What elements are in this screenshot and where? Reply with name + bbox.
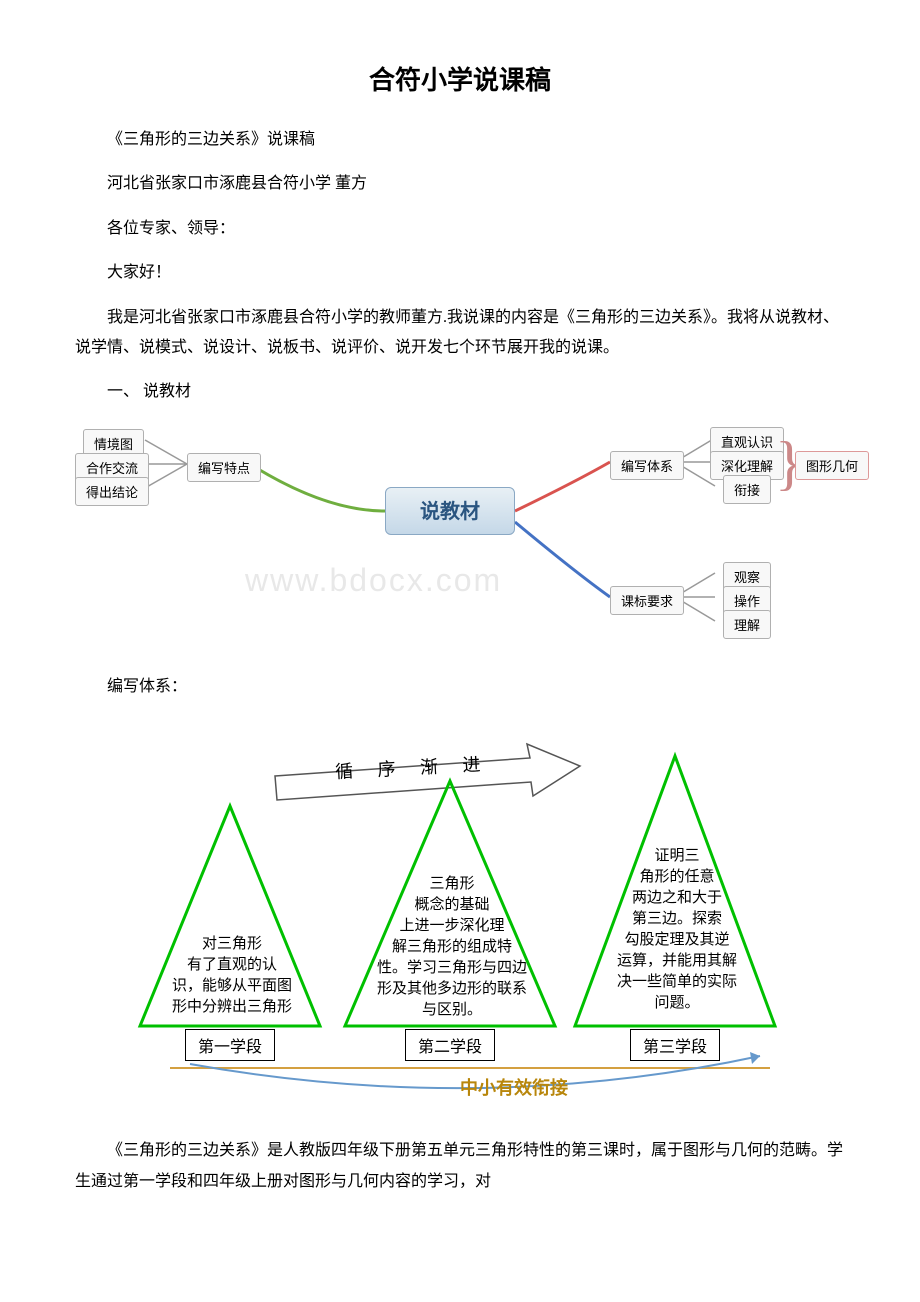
paragraph-system-label: 编写体系：	[75, 672, 845, 702]
stage-label-1: 第一学段	[185, 1029, 275, 1061]
mindmap-center-node: 说教材	[385, 487, 515, 535]
mindmap-left-label: 编写特点	[187, 453, 261, 482]
paragraph-author: 河北省张家口市涿鹿县合符小学 董方	[75, 169, 845, 199]
mindmap-right1-label: 编写体系	[610, 451, 684, 480]
paragraph-greeting2: 大家好！	[75, 258, 845, 288]
bottom-connection-label: 中小有效衔接	[460, 1074, 568, 1100]
triangle-progression-diagram: 循 序 渐 进 对三角形有了直观的认识，能够从平面图形中分辨出三角形 三角形概念…	[130, 716, 790, 1116]
triangle-text-2: 三角形概念的基础上进一步深化理解三角形的组成特性。学习三角形与四边形及其他多边形…	[357, 874, 547, 1021]
mindmap-left-item-2: 得出结论	[75, 477, 149, 506]
mindmap-diagram: www.bdocx.com 说教材 编写特点 情境图 合作交流 得出结论 编写体…	[75, 422, 845, 652]
mindmap-right1-endcap: 图形几何	[795, 451, 869, 480]
paragraph-intro: 我是河北省张家口市涿鹿县合符小学的教师董方.我说课的内容是《三角形的三边关系》。…	[75, 303, 845, 364]
paragraph-subtitle: 《三角形的三边关系》说课稿	[75, 125, 845, 155]
watermark-text: www.bdocx.com	[245, 562, 502, 599]
section-heading-1: 一、 说教材	[75, 377, 845, 407]
stage-label-3: 第三学段	[630, 1029, 720, 1061]
page-title: 合符小学说课稿	[75, 60, 845, 97]
triangle-text-1: 对三角形有了直观的认识，能够从平面图形中分辨出三角形	[148, 934, 316, 1018]
stage-label-2: 第二学段	[405, 1029, 495, 1061]
mindmap-right2-item-2: 理解	[723, 610, 771, 639]
paragraph-greeting1: 各位专家、领导：	[75, 214, 845, 244]
mindmap-right1-item-2: 衔接	[723, 475, 771, 504]
triangle-text-3: 证明三角形的任意两边之和大于第三边。探索勾股定理及其逆运算，并能用其解决一些简单…	[590, 846, 764, 1014]
mindmap-right2-label: 课标要求	[610, 586, 684, 615]
paragraph-body-1: 《三角形的三边关系》是人教版四年级下册第五单元三角形特性的第三课时，属于图形与几…	[75, 1136, 845, 1197]
